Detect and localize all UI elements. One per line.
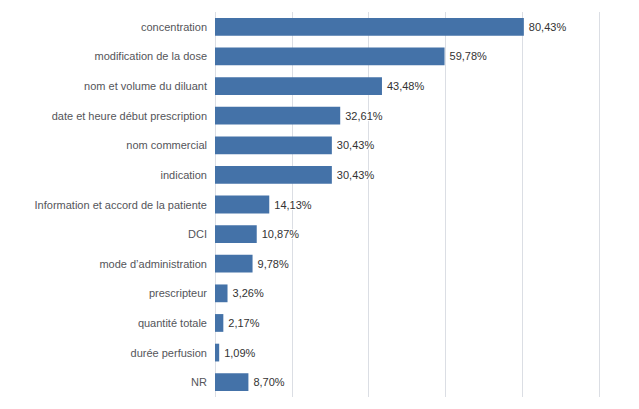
svg-text:30,43%: 30,43% bbox=[337, 139, 375, 151]
svg-text:indication: indication bbox=[161, 169, 207, 181]
svg-text:mode d’administration: mode d’administration bbox=[99, 258, 207, 270]
svg-text:10,87%: 10,87% bbox=[262, 228, 300, 240]
svg-text:59,78%: 59,78% bbox=[450, 50, 488, 62]
svg-text:1,09%: 1,09% bbox=[224, 347, 255, 359]
svg-text:concentration: concentration bbox=[141, 21, 207, 33]
svg-text:14,13%: 14,13% bbox=[274, 199, 312, 211]
svg-text:prescripteur: prescripteur bbox=[149, 287, 207, 299]
svg-text:nom et volume du diluant: nom et volume du diluant bbox=[84, 80, 207, 92]
svg-text:80,43%: 80,43% bbox=[529, 21, 567, 33]
svg-text:Information et accord de la pa: Information et accord de la patiente bbox=[35, 199, 207, 211]
svg-text:NR: NR bbox=[191, 376, 207, 388]
svg-text:date et heure début prescripti: date et heure début prescription bbox=[52, 110, 207, 122]
svg-text:8,70%: 8,70% bbox=[253, 376, 284, 388]
svg-text:nom commercial: nom commercial bbox=[126, 139, 207, 151]
svg-text:DCI: DCI bbox=[188, 228, 207, 240]
svg-text:3,26%: 3,26% bbox=[233, 287, 264, 299]
svg-text:durée perfusion: durée perfusion bbox=[131, 347, 207, 359]
svg-text:30,43%: 30,43% bbox=[337, 169, 375, 181]
svg-text:32,61%: 32,61% bbox=[345, 110, 383, 122]
svg-text:quantité totale: quantité totale bbox=[138, 317, 207, 329]
svg-text:2,17%: 2,17% bbox=[228, 317, 259, 329]
svg-text:43,48%: 43,48% bbox=[387, 80, 425, 92]
svg-text:9,78%: 9,78% bbox=[258, 258, 289, 270]
svg-text:modification de la dose: modification de la dose bbox=[94, 50, 207, 62]
